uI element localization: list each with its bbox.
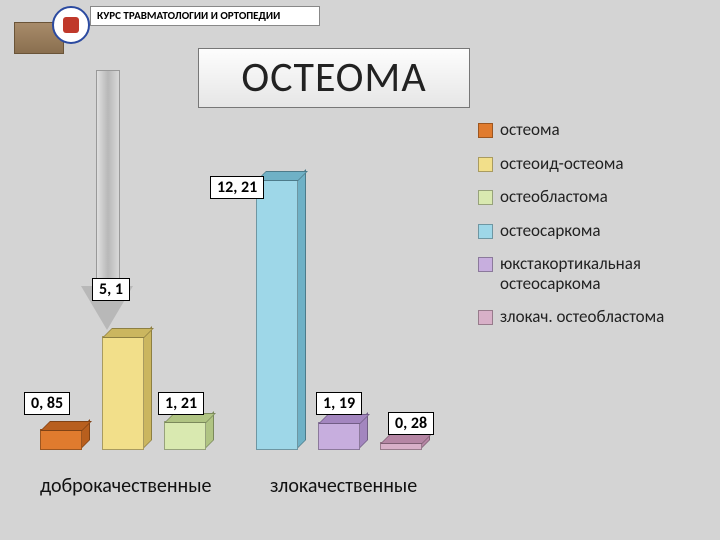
xaxis-label-malignant: злокачественные [270, 474, 417, 498]
legend-item: остеоид-остеома [478, 154, 696, 174]
logo-emblem [52, 6, 90, 44]
legend-item: остеосаркома [478, 221, 696, 241]
legend-swatch [478, 123, 493, 138]
bar-value-label: 1, 19 [316, 392, 362, 415]
legend-item: злокач. остеобластома [478, 307, 696, 327]
bar-value-label: 0, 28 [388, 412, 434, 435]
bar-4 [318, 416, 368, 450]
legend-label: остеобластома [500, 187, 608, 207]
legend-item: юкстакортикальная остеосаркома [478, 254, 696, 293]
legend-label: юкстакортикальная остеосаркома [500, 254, 696, 293]
bar-3 [256, 173, 306, 450]
page-title: ОСТЕОМА [198, 48, 470, 108]
legend-item: остеома [478, 120, 696, 140]
legend-swatch [478, 224, 493, 239]
bar-value-label: 0, 85 [24, 392, 70, 415]
bar-value-label: 1, 21 [158, 392, 204, 415]
xaxis-label-benign: доброкачественные [40, 474, 212, 498]
logo [14, 4, 86, 54]
bar-chart: 0, 855, 11, 2112, 211, 190, 28 [34, 140, 464, 450]
legend-item: остеобластома [478, 187, 696, 207]
legend-label: остеосаркома [500, 221, 601, 241]
bar-1 [102, 330, 152, 450]
course-header: КУРС ТРАВМАТОЛОГИИ И ОРТОПЕДИИ [90, 6, 320, 26]
legend-label: остеоид-остеома [500, 154, 624, 174]
legend-swatch [478, 310, 493, 325]
legend-swatch [478, 190, 493, 205]
legend-label: остеома [500, 120, 560, 140]
legend-swatch [478, 157, 493, 172]
bar-value-label: 5, 1 [92, 278, 130, 301]
bar-value-label: 12, 21 [210, 176, 264, 199]
legend-swatch [478, 257, 493, 272]
legend: остеома остеоид-остеома остеобластома остео… [478, 120, 696, 341]
legend-label: злокач. остеобластома [500, 307, 664, 327]
bar-0 [40, 423, 90, 450]
bar-2 [164, 415, 214, 450]
bar-5 [380, 436, 430, 450]
